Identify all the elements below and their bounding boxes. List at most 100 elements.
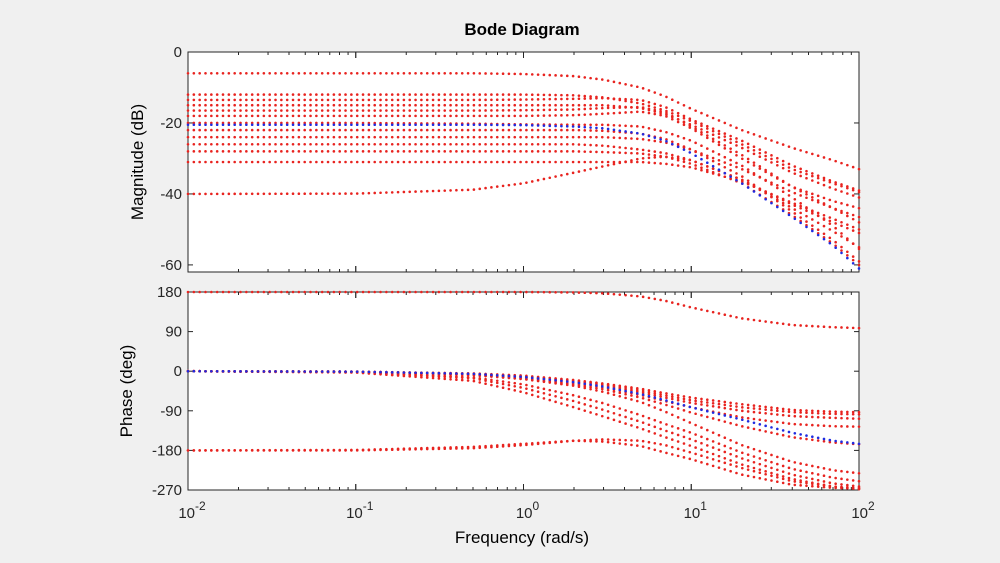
- data-point: [513, 98, 517, 101]
- data-point: [741, 463, 744, 466]
- data-point: [723, 436, 727, 440]
- data-point: [577, 439, 581, 443]
- data-point: [268, 109, 271, 112]
- data-point: [262, 160, 266, 164]
- data-point: [764, 158, 767, 161]
- data-point: [717, 132, 721, 136]
- data-point: [571, 160, 575, 164]
- data-point: [245, 370, 248, 373]
- data-point: [846, 163, 849, 167]
- data-point: [274, 114, 277, 118]
- series-red-6: [186, 110, 861, 210]
- data-point: [700, 122, 703, 126]
- data-point: [519, 386, 522, 389]
- data-point: [711, 452, 715, 456]
- data-point: [630, 137, 633, 140]
- data-point: [647, 296, 651, 300]
- data-point: [700, 308, 703, 311]
- data-point: [793, 212, 797, 215]
- data-point: [811, 209, 814, 212]
- data-point: [525, 387, 528, 390]
- data-point: [741, 466, 744, 470]
- data-point: [320, 150, 324, 153]
- data-point: [245, 71, 248, 75]
- data-point: [793, 414, 797, 418]
- data-point: [851, 217, 855, 221]
- data-point: [507, 160, 511, 164]
- data-point: [565, 380, 569, 383]
- data-point: [472, 109, 476, 112]
- data-point: [449, 160, 452, 164]
- data-point: [700, 157, 703, 161]
- data-point: [478, 381, 482, 384]
- data-point: [682, 157, 686, 161]
- data-point: [367, 109, 371, 112]
- data-point: [367, 135, 371, 139]
- data-point: [840, 235, 843, 238]
- data-point: [606, 391, 610, 395]
- data-point: [536, 128, 540, 132]
- data-point: [624, 438, 627, 442]
- data-point: [834, 159, 837, 163]
- data-point: [834, 207, 837, 211]
- data-point: [723, 400, 727, 404]
- data-point: [495, 379, 499, 383]
- data-point: [548, 378, 552, 381]
- data-point: [682, 429, 686, 432]
- data-point: [805, 434, 808, 437]
- data-point: [776, 455, 779, 459]
- data-point: [583, 403, 587, 406]
- data-point: [455, 188, 458, 192]
- data-point: [624, 422, 627, 425]
- data-point: [758, 151, 762, 155]
- data-point: [676, 114, 680, 118]
- data-point: [554, 108, 557, 112]
- data-point: [595, 160, 598, 164]
- data-point: [501, 142, 505, 146]
- data-point: [635, 157, 639, 161]
- data-point: [571, 128, 575, 132]
- data-point: [373, 142, 377, 146]
- data-point: [303, 123, 306, 127]
- data-point: [711, 156, 715, 160]
- xtick-label: 100: [516, 499, 540, 522]
- data-point: [711, 401, 715, 405]
- data-point: [799, 433, 802, 436]
- data-point: [612, 393, 616, 397]
- data-point: [361, 114, 365, 118]
- data-point: [274, 370, 277, 373]
- data-point: [414, 150, 417, 153]
- data-point: [811, 224, 814, 227]
- data-point: [665, 403, 668, 407]
- data-point: [455, 378, 458, 381]
- data-point: [373, 98, 377, 102]
- data-point: [805, 481, 808, 485]
- data-point: [402, 98, 406, 102]
- magnitude-ylabel: Magnitude (dB): [128, 104, 147, 220]
- data-point: [501, 386, 505, 389]
- data-point: [822, 203, 826, 206]
- data-point: [583, 396, 587, 400]
- data-point: [192, 160, 196, 164]
- data-point: [309, 370, 312, 373]
- data-point: [630, 417, 633, 421]
- data-point: [425, 376, 429, 379]
- data-point: [665, 155, 668, 159]
- data-point: [507, 374, 511, 378]
- data-point: [268, 192, 271, 196]
- data-point: [600, 387, 604, 391]
- data-point: [560, 135, 563, 139]
- data-point: [787, 482, 791, 486]
- data-point: [735, 408, 738, 412]
- data-point: [536, 386, 540, 389]
- data-point: [665, 396, 668, 400]
- data-point: [542, 128, 546, 132]
- data-point: [297, 135, 301, 139]
- data-point: [857, 221, 861, 224]
- data-point: [641, 106, 645, 109]
- data-point: [624, 99, 627, 103]
- data-point: [571, 142, 575, 146]
- data-point: [781, 421, 785, 425]
- data-point: [280, 123, 283, 127]
- data-point: [595, 144, 598, 147]
